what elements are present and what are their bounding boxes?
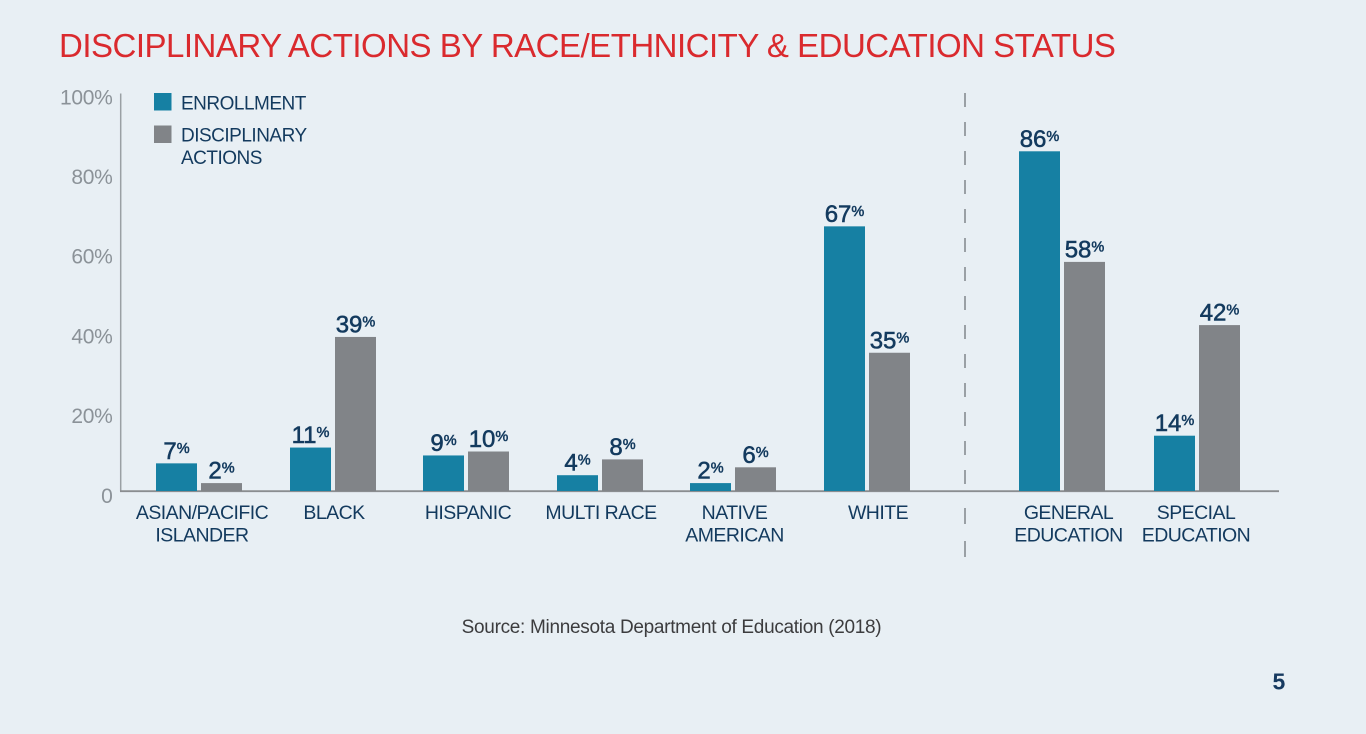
svg-text:ISLANDER: ISLANDER (155, 525, 249, 547)
svg-text:86%: 86% (1020, 126, 1060, 153)
svg-text:11%: 11% (292, 422, 330, 449)
svg-text:EDUCATION: EDUCATION (1142, 525, 1250, 547)
svg-text:WHITE: WHITE (848, 502, 909, 524)
svg-text:39%: 39% (336, 311, 376, 338)
svg-text:BLACK: BLACK (303, 502, 365, 524)
svg-text:20%: 20% (71, 405, 112, 428)
svg-text:40%: 40% (71, 326, 112, 349)
svg-text:6%: 6% (742, 442, 768, 469)
svg-text:ASIAN/PACIFIC: ASIAN/PACIFIC (136, 502, 269, 524)
svg-text:MULTI RACE: MULTI RACE (545, 502, 657, 524)
svg-text:5: 5 (1273, 669, 1286, 695)
svg-text:7%: 7% (163, 438, 189, 465)
svg-text:100%: 100% (60, 86, 113, 109)
svg-text:ACTIONS: ACTIONS (181, 148, 262, 169)
svg-text:10%: 10% (469, 426, 509, 453)
svg-text:HISPANIC: HISPANIC (425, 502, 512, 524)
svg-text:9%: 9% (430, 430, 456, 457)
svg-text:0: 0 (101, 485, 112, 508)
svg-text:14%: 14% (1155, 410, 1195, 437)
svg-text:Source: Minnesota Department o: Source: Minnesota Department of Educatio… (462, 617, 882, 638)
svg-text:60%: 60% (71, 246, 112, 269)
svg-text:58%: 58% (1065, 236, 1105, 263)
svg-text:EDUCATION: EDUCATION (1014, 525, 1122, 547)
svg-text:GENERAL: GENERAL (1024, 502, 1114, 524)
svg-text:AMERICAN: AMERICAN (685, 525, 784, 547)
svg-text:DISCIPLINARY ACTIONS BY RACE/E: DISCIPLINARY ACTIONS BY RACE/ETHNICITY &… (59, 27, 1115, 64)
svg-text:2%: 2% (208, 458, 234, 485)
svg-text:ENROLLMENT: ENROLLMENT (181, 94, 307, 115)
svg-text:80%: 80% (71, 166, 112, 189)
svg-text:8%: 8% (609, 434, 635, 461)
svg-text:2%: 2% (697, 458, 723, 485)
svg-text:DISCIPLINARY: DISCIPLINARY (181, 126, 307, 147)
svg-text:42%: 42% (1200, 300, 1240, 327)
svg-text:35%: 35% (870, 327, 910, 354)
svg-text:NATIVE: NATIVE (702, 502, 768, 524)
svg-text:SPECIAL: SPECIAL (1157, 502, 1236, 524)
svg-text:4%: 4% (564, 450, 590, 477)
svg-text:67%: 67% (825, 201, 865, 228)
